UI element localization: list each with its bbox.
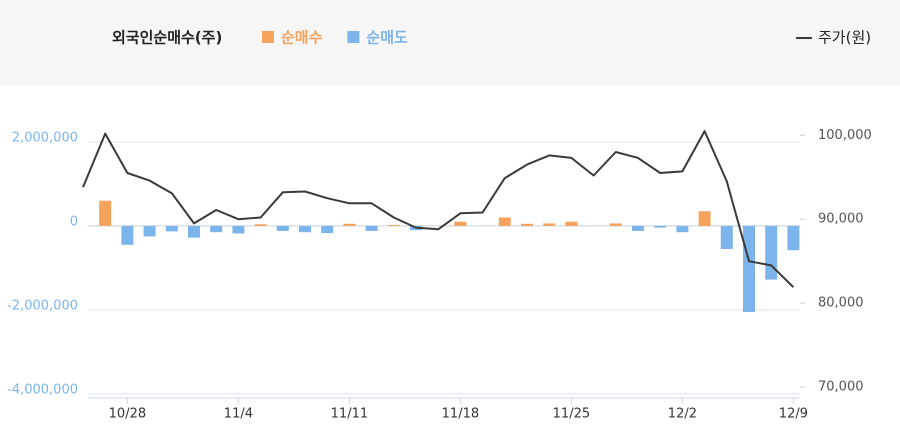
bar: [454, 221, 467, 226]
legend-label: 순매도: [366, 29, 408, 47]
bar: [743, 225, 755, 312]
price-line: [82, 130, 795, 288]
bar: [99, 200, 112, 226]
bar: [188, 225, 200, 238]
bar: [654, 225, 667, 228]
bar: [787, 225, 800, 251]
bar: [299, 225, 311, 233]
legend-label: 주가(원): [818, 29, 871, 47]
legend-label: 순매수: [281, 29, 323, 47]
bar: [321, 225, 334, 234]
header-band: [0, 0, 900, 85]
bar: [632, 225, 644, 231]
bar: [254, 224, 267, 226]
y-tick-label: 2,000,000: [12, 130, 78, 145]
bar: [543, 223, 556, 226]
bar: [609, 223, 622, 226]
x-tick-label: 11/25: [553, 407, 590, 422]
x-tick-label: 10/28: [109, 407, 146, 422]
y-tick-label: -2,000,000: [7, 298, 78, 313]
bar: [676, 225, 689, 233]
bar: [210, 225, 223, 233]
legend-swatch: [262, 31, 274, 43]
bar: [165, 225, 178, 232]
bar: [121, 225, 134, 245]
bar: [343, 223, 356, 226]
x-tick-label: 12/9: [779, 407, 808, 422]
bar: [565, 221, 578, 226]
x-tick-label: 11/4: [224, 407, 253, 422]
x-tick-label: 11/18: [442, 407, 479, 422]
bar: [365, 225, 378, 231]
bar: [698, 211, 711, 226]
bar: [720, 225, 733, 249]
y-tick-label: -4,000,000: [7, 382, 78, 397]
y2-tick-label: 90,000: [818, 212, 864, 227]
y2-tick-label: 100,000: [818, 128, 872, 143]
bar: [276, 225, 289, 231]
bar: [143, 225, 156, 237]
bar: [498, 217, 511, 226]
y-tick-label: 0: [70, 214, 78, 229]
bar: [765, 225, 778, 280]
y2-tick-label: 70,000: [818, 380, 864, 395]
bar: [521, 223, 533, 226]
bar: [387, 225, 400, 227]
y2-tick-label: 80,000: [818, 296, 864, 311]
bar: [232, 225, 245, 234]
x-tick-label: 12/2: [668, 407, 697, 422]
y-label: 외국인순매수(주): [112, 29, 222, 47]
x-tick-label: 11/11: [331, 407, 368, 422]
legend-swatch: [347, 31, 360, 43]
